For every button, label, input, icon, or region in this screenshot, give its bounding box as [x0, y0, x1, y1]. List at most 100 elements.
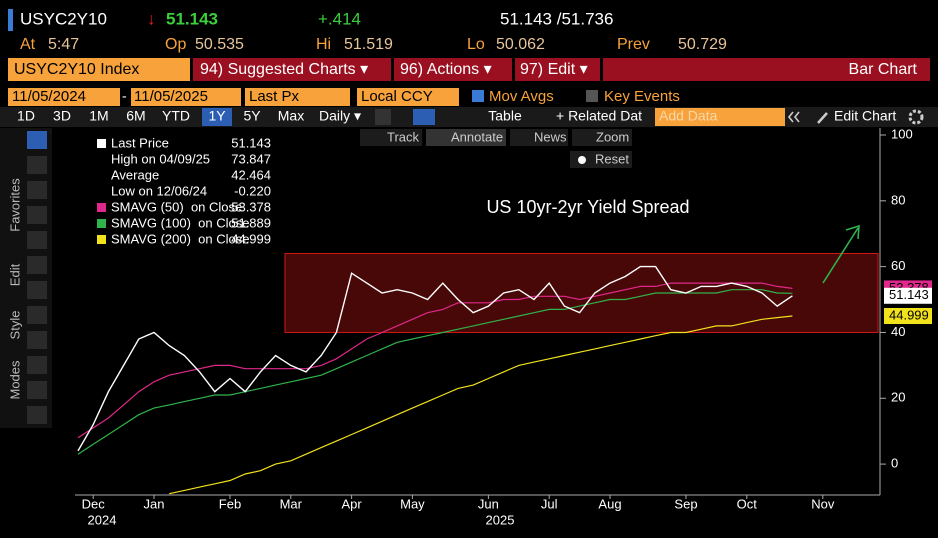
plot: [77, 134, 886, 499]
mov-avgs: Mov Avgs: [489, 88, 554, 105]
net-change: +.414: [318, 9, 361, 28]
legend-value: 53.378: [231, 199, 271, 214]
side-tab[interactable]: Style: [7, 311, 22, 340]
legend-label: SMAVG (200) on Close: [111, 231, 249, 246]
ticker: USYC2Y10: [20, 9, 107, 28]
period[interactable]: 1M: [89, 108, 108, 124]
x-tick-label: Dec: [82, 496, 106, 511]
change-arrow: ↓: [147, 9, 156, 28]
legend-value: 73.847: [231, 151, 271, 166]
prev-label: Prev: [617, 36, 650, 53]
tool[interactable]: [27, 231, 47, 249]
mov-avgs-checkbox[interactable]: [472, 90, 484, 102]
chart-tool: Annotate: [451, 129, 503, 144]
legend-swatch: [97, 235, 106, 244]
y-tick-label: 20: [891, 390, 905, 405]
end-date: 11/05/2025: [134, 88, 208, 105]
tool[interactable]: [27, 331, 47, 349]
currency: Local CCY: [361, 88, 433, 105]
tool-button[interactable]: [360, 129, 422, 146]
edit-button[interactable]: [515, 58, 600, 81]
tool[interactable]: [27, 356, 47, 374]
ticker-marker: [8, 9, 13, 31]
bid-ask: 51.143 /51.736: [500, 9, 613, 28]
table-button[interactable]: Table: [488, 108, 522, 124]
tool-button[interactable]: [510, 129, 568, 146]
period[interactable]: 3D: [53, 108, 71, 124]
tool[interactable]: [27, 281, 47, 299]
tool[interactable]: [27, 156, 47, 174]
x-tick-label: Aug: [598, 496, 621, 511]
tool[interactable]: [27, 256, 47, 274]
chart-tool: Zoom: [596, 129, 629, 144]
period[interactable]: 1D: [17, 108, 35, 124]
price-tag-label: 51.143: [889, 287, 929, 302]
tool-buttons: [27, 131, 51, 424]
tool[interactable]: [27, 381, 47, 399]
edit-chart[interactable]: Edit Chart: [834, 108, 896, 124]
high-value: 51.519: [344, 36, 393, 53]
add-data: Add Data: [659, 108, 718, 124]
period[interactable]: 5Y: [243, 108, 261, 124]
tool[interactable]: [27, 206, 47, 224]
field-box[interactable]: [245, 88, 350, 106]
trend-arrow: [822, 224, 860, 284]
x-tick-label: Nov: [811, 496, 835, 511]
open-value: 50.535: [195, 36, 244, 53]
key-events-checkbox[interactable]: [586, 90, 598, 102]
x-tick-label: May: [400, 496, 425, 511]
start-date: 11/05/2024: [12, 88, 86, 105]
reset-icon: [578, 156, 586, 164]
side-tab[interactable]: Favorites: [7, 178, 22, 232]
key-events: Key Events: [604, 88, 680, 105]
legend-value: -0.220: [234, 183, 271, 198]
year-label: 2025: [486, 512, 515, 527]
collapse-icon[interactable]: [787, 111, 800, 123]
icon-button[interactable]: [375, 109, 391, 125]
period[interactable]: Max: [278, 108, 304, 124]
period[interactable]: 1Y: [208, 108, 226, 124]
open-label: Op: [165, 36, 186, 53]
side-tab[interactable]: Modes: [7, 360, 22, 400]
legend-value: 42.464: [231, 167, 271, 182]
x-tick-label: Sep: [674, 496, 697, 511]
start-date-box[interactable]: [8, 88, 120, 106]
x-tick-label: Jul: [541, 496, 558, 511]
tool-button[interactable]: [572, 129, 632, 146]
tool[interactable]: [27, 306, 47, 324]
legend: Last Price 51.143 High on 04/09/25 73.84…: [84, 134, 276, 250]
period[interactable]: YTD: [162, 108, 190, 124]
legend-value: 51.143: [231, 135, 271, 150]
related-data[interactable]: + Related Dat: [556, 108, 642, 124]
x-tick-label: Jan: [144, 496, 165, 511]
tool[interactable]: [27, 181, 47, 199]
icon-button[interactable]: [413, 109, 435, 125]
low-value: 50.062: [496, 36, 545, 53]
tool[interactable]: [27, 131, 47, 149]
legend-value: 51.889: [231, 215, 271, 230]
settings-icon[interactable]: [908, 109, 924, 125]
end-date-box[interactable]: [131, 88, 241, 106]
period[interactable]: 6M: [126, 108, 145, 124]
side-toolbar: [0, 128, 52, 428]
chart-tool: Track: [387, 129, 420, 144]
low-label: Lo: [467, 36, 485, 53]
y-tick-label: 0: [891, 456, 898, 471]
actions-button[interactable]: [394, 58, 512, 81]
tool-button[interactable]: [426, 129, 506, 146]
suggested-button[interactable]: [193, 58, 391, 81]
legend-label: Low on 12/06/24: [111, 183, 207, 198]
security-box[interactable]: [8, 58, 190, 81]
chart-tool: News: [534, 129, 567, 144]
currency-box[interactable]: [357, 88, 459, 106]
x-tick-label: Feb: [219, 496, 241, 511]
tool-button[interactable]: [570, 151, 632, 168]
frequency[interactable]: Daily ▾: [319, 108, 361, 124]
legend-label: SMAVG (100) on Close: [111, 215, 249, 230]
chart-tool: Reset: [595, 151, 629, 166]
tool[interactable]: [27, 406, 47, 424]
side-tab[interactable]: Edit: [7, 263, 22, 286]
add-data-box[interactable]: [655, 108, 785, 126]
edit-label: 97) Edit ▾: [520, 61, 588, 78]
